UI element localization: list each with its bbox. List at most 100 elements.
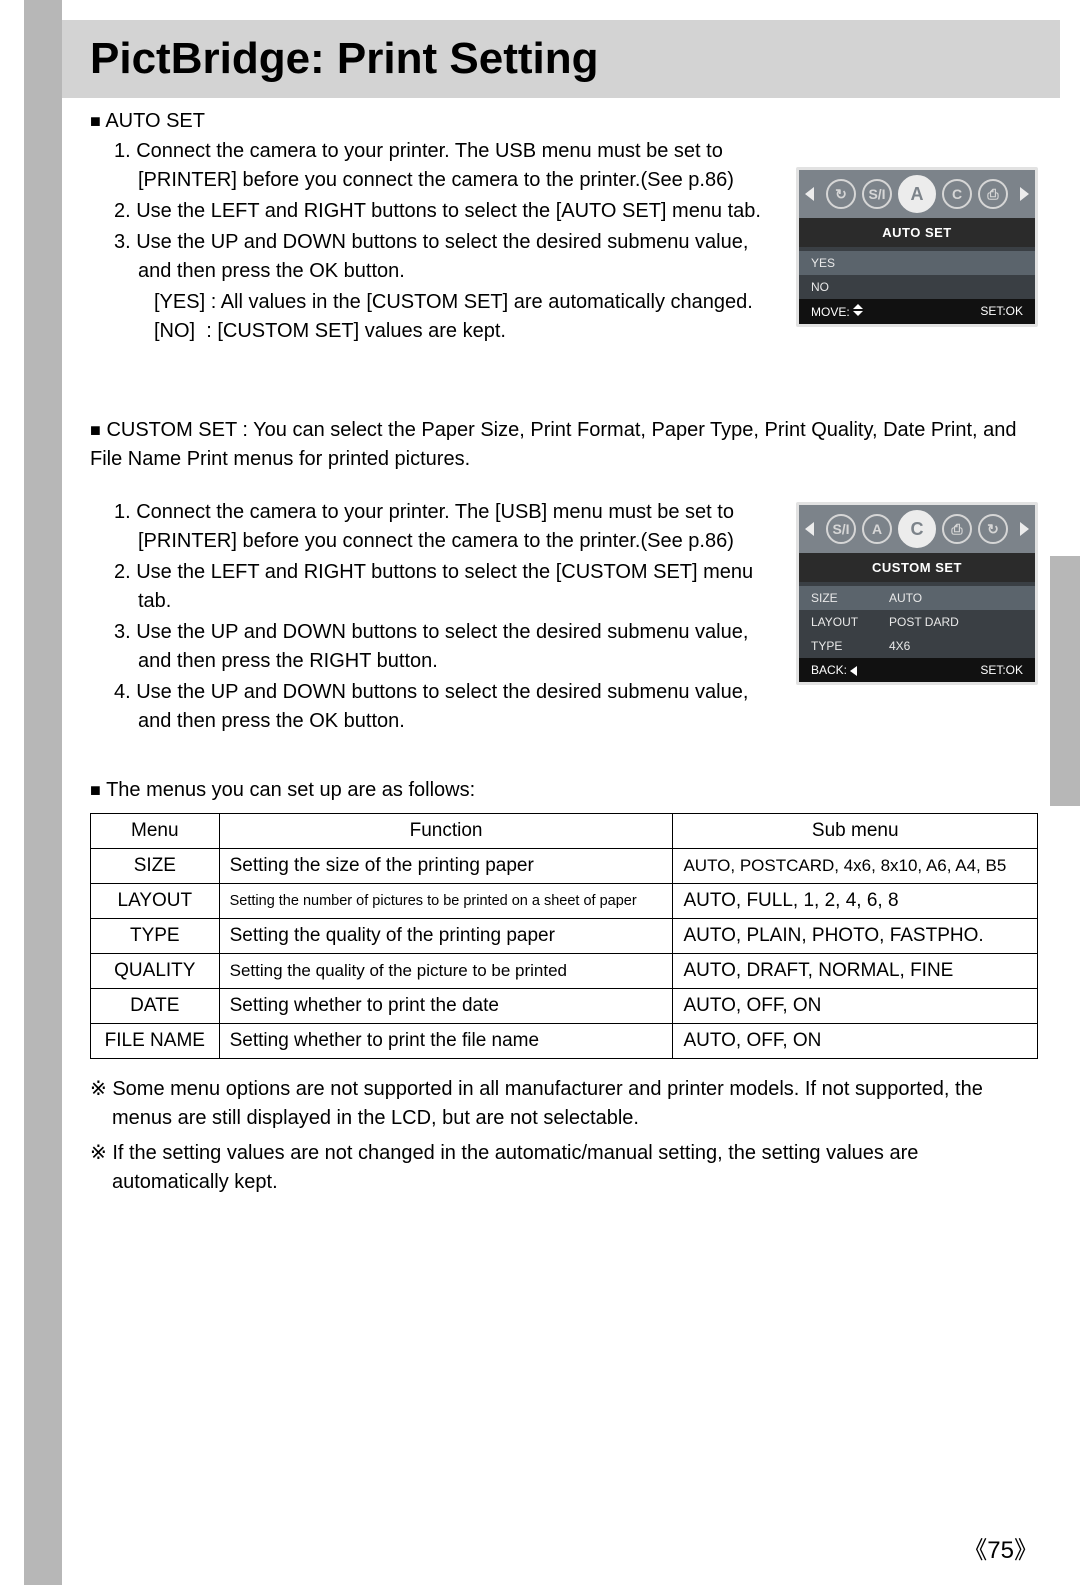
square-bullet-icon: ■ [90, 420, 101, 440]
lcd-set-label: SET:OK [980, 663, 1023, 677]
cell-function: Setting the quality of the picture to be… [219, 954, 673, 989]
table-row: TYPESetting the quality of the printing … [91, 919, 1038, 954]
customset-intro-text: CUSTOM SET : You can select the Paper Si… [90, 419, 1017, 470]
lcd-customset-footer: BACK: SET:OK [799, 658, 1035, 682]
left-arrow-icon[interactable] [805, 522, 814, 536]
cell-function: Setting the quality of the printing pape… [219, 919, 673, 954]
cell-function: Setting whether to print the date [219, 989, 673, 1024]
spacer [90, 1059, 1038, 1069]
lcd-row-value [889, 256, 1023, 270]
cell-menu: QUALITY [91, 954, 220, 989]
table-row: QUALITYSetting the quality of the pictur… [91, 954, 1038, 989]
table-row: SIZESetting the size of the printing pap… [91, 849, 1038, 884]
page-title: PictBridge: Print Setting [90, 34, 1032, 84]
spacer [90, 738, 1038, 776]
lcd-tab-icon[interactable]: ↻ [826, 179, 856, 209]
left-margin-bar [24, 0, 62, 1585]
table-header: Function [219, 814, 673, 849]
cell-function: Setting the size of the printing paper [219, 849, 673, 884]
table-lead: ■ The menus you can set up are as follow… [90, 776, 1038, 805]
lcd-autoset: ↻S/IAC⎙ AUTO SET YES NO MOVE: SET:OK [796, 167, 1038, 327]
cell-submenu: AUTO, OFF, ON [673, 989, 1038, 1024]
lcd-menu-row[interactable]: NO [799, 275, 1035, 299]
square-bullet-icon: ■ [90, 780, 101, 800]
lcd-row-value: 4X6 [889, 639, 1023, 653]
autoset-heading: ■ AUTO SET [90, 110, 1038, 133]
lcd-menu-row[interactable]: SIZEAUTO [799, 586, 1035, 610]
lcd-menu-row[interactable]: YES [799, 251, 1035, 275]
lcd-tab-icon[interactable]: A [862, 514, 892, 544]
cell-menu: SIZE [91, 849, 220, 884]
lcd-row-value: POST DARD [889, 615, 1023, 629]
cell-menu: TYPE [91, 919, 220, 954]
lcd-row-label: YES [811, 256, 889, 270]
customset-section: S/IAC⎙↻ CUSTOM SET SIZEAUTOLAYOUTPOST DA… [90, 498, 1038, 738]
lcd-back-label: BACK: [811, 663, 857, 677]
cell-function: Setting whether to print the file name [219, 1024, 673, 1059]
lcd-row-label: NO [811, 280, 889, 294]
autoset-heading-text: AUTO SET [105, 110, 205, 132]
table-header: Sub menu [673, 814, 1038, 849]
table-lead-text: The menus you can set up are as follows: [106, 779, 475, 801]
footnote: ※ Some menu options are not supported in… [90, 1075, 1038, 1133]
lcd-autoset-topbar: ↻S/IAC⎙ [799, 170, 1035, 218]
lcd-tab-icon[interactable]: C [942, 179, 972, 209]
updown-icon [853, 304, 863, 316]
cell-submenu: AUTO, DRAFT, NORMAL, FINE [673, 954, 1038, 989]
lcd-tab-icon[interactable]: S/I [862, 179, 892, 209]
lcd-tab-icon[interactable]: A [898, 175, 936, 213]
square-bullet-icon: ■ [90, 111, 101, 131]
spacer [90, 474, 1038, 498]
lcd-autoset-banner: AUTO SET [799, 218, 1035, 247]
footnote: ※ If the setting values are not changed … [90, 1139, 1038, 1197]
lcd-row-value [889, 280, 1023, 294]
right-arrow-icon[interactable] [1020, 187, 1029, 201]
cell-function: Setting the number of pictures to be pri… [219, 884, 673, 919]
customset-intro: ■ CUSTOM SET : You can select the Paper … [90, 416, 1038, 474]
menu-table: MenuFunctionSub menu SIZESetting the siz… [90, 813, 1038, 1059]
lcd-menu-row[interactable]: TYPE4X6 [799, 634, 1035, 658]
lcd-row-value: AUTO [889, 591, 1023, 605]
lcd-autoset-icons: ↻S/IAC⎙ [826, 175, 1008, 213]
page-number: 《75》 [963, 1530, 1038, 1565]
lcd-tab-icon[interactable]: ↻ [978, 514, 1008, 544]
lcd-customset: S/IAC⎙↻ CUSTOM SET SIZEAUTOLAYOUTPOST DA… [796, 502, 1038, 685]
lcd-move-label: MOVE: [811, 304, 863, 319]
lcd-autoset-footer: MOVE: SET:OK [799, 299, 1035, 324]
left-arrow-icon[interactable] [805, 187, 814, 201]
lcd-customset-body: SIZEAUTOLAYOUTPOST DARDTYPE4X6 [799, 582, 1035, 658]
title-bar: PictBridge: Print Setting [62, 20, 1060, 98]
lcd-row-label: TYPE [811, 639, 889, 653]
lcd-row-label: SIZE [811, 591, 889, 605]
lcd-set-label: SET:OK [980, 304, 1023, 319]
table-body: SIZESetting the size of the printing pap… [91, 849, 1038, 1059]
cell-submenu: AUTO, OFF, ON [673, 1024, 1038, 1059]
lcd-tab-icon[interactable]: C [898, 510, 936, 548]
right-thumb-tab [1050, 556, 1080, 806]
table-header-row: MenuFunctionSub menu [91, 814, 1038, 849]
content-area: ■ AUTO SET ↻S/IAC⎙ AUTO SET YESNO MOVE: … [90, 110, 1038, 1197]
cell-submenu: AUTO, FULL, 1, 2, 4, 6, 8 [673, 884, 1038, 919]
lcd-tab-icon[interactable]: S/I [826, 514, 856, 544]
notes: ※ Some menu options are not supported in… [90, 1075, 1038, 1197]
table-row: DATESetting whether to print the dateAUT… [91, 989, 1038, 1024]
right-arrow-icon[interactable] [1020, 522, 1029, 536]
table-row: LAYOUTSetting the number of pictures to … [91, 884, 1038, 919]
cell-submenu: AUTO, POSTCARD, 4x6, 8x10, A6, A4, B5 [673, 849, 1038, 884]
left-arrow-icon [850, 666, 857, 676]
spacer [90, 346, 1038, 416]
lcd-customset-topbar: S/IAC⎙↻ [799, 505, 1035, 553]
cell-menu: DATE [91, 989, 220, 1024]
lcd-tab-icon[interactable]: ⎙ [942, 514, 972, 544]
cell-submenu: AUTO, PLAIN, PHOTO, FASTPHO. [673, 919, 1038, 954]
lcd-customset-icons: S/IAC⎙↻ [826, 510, 1008, 548]
lcd-row-label: LAYOUT [811, 615, 889, 629]
autoset-section: ■ AUTO SET ↻S/IAC⎙ AUTO SET YES NO MOVE: … [90, 110, 1038, 346]
lcd-menu-row[interactable]: LAYOUTPOST DARD [799, 610, 1035, 634]
lcd-customset-banner: CUSTOM SET [799, 553, 1035, 582]
cell-menu: LAYOUT [91, 884, 220, 919]
table-row: FILE NAMESetting whether to print the fi… [91, 1024, 1038, 1059]
cell-menu: FILE NAME [91, 1024, 220, 1059]
lcd-tab-icon[interactable]: ⎙ [978, 179, 1008, 209]
table-header: Menu [91, 814, 220, 849]
